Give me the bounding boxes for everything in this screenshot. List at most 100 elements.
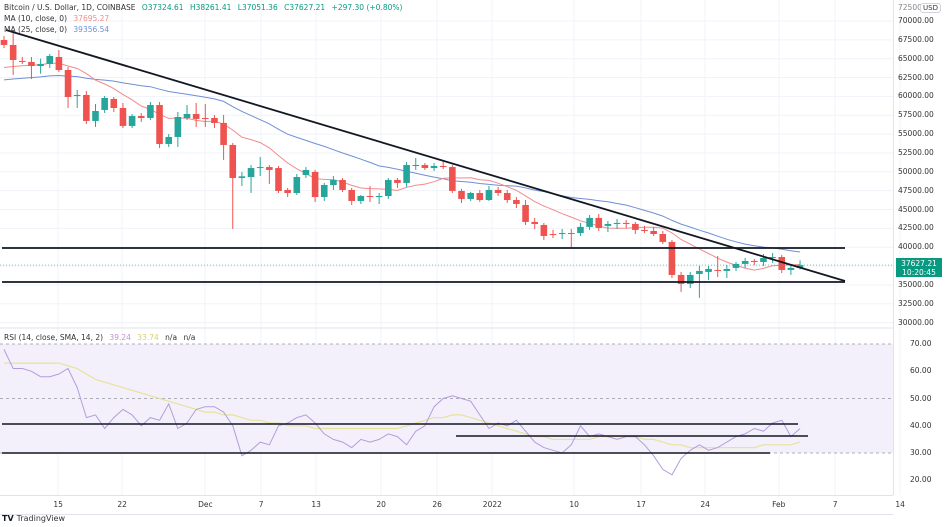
candle-body [37, 63, 44, 67]
candle-body [586, 217, 593, 227]
price-tick-label: 45000.00 [898, 204, 934, 214]
candle-body [357, 196, 365, 201]
ma25-line [3, 74, 801, 253]
time-tick-label: 22 [117, 500, 127, 509]
rsi-na-2: n/a [183, 333, 196, 342]
price-tick-label: 62500.00 [898, 72, 934, 82]
candle-body [778, 257, 786, 270]
candle-body [458, 190, 465, 199]
candle-body [751, 260, 758, 262]
candle-body [92, 110, 99, 121]
candle-body [375, 196, 383, 198]
candle-body [796, 265, 804, 268]
brand-name: TradingView [16, 514, 65, 523]
time-tick-label: 7 [832, 500, 838, 509]
candle-body [732, 263, 740, 268]
rsi-sma-line [4, 362, 801, 449]
ohlc-close: C37627.21 [284, 3, 326, 12]
rsi-tick-label: 30.00 [910, 448, 932, 457]
candle-body [0, 40, 8, 45]
rsi-line [3, 349, 801, 476]
time-tick-label: 14 [895, 500, 905, 509]
candle-body [293, 177, 301, 193]
candle-body [705, 268, 712, 272]
time-tick-label: 20 [376, 500, 386, 509]
candle-body [202, 117, 209, 119]
rsi-tick-label: 70.00 [910, 339, 932, 348]
candle-body [238, 176, 246, 178]
symbol-legend: Bitcoin / U.S. Dollar, 1D, COINBASE O373… [4, 3, 406, 13]
candle-body [302, 169, 310, 175]
candle-body [9, 44, 17, 60]
ma25-label: MA (25, close, 0) [4, 25, 68, 34]
time-tick-label: 15 [53, 500, 63, 509]
time-axis[interactable] [0, 495, 893, 515]
ma10-legend[interactable]: MA (10, close, 0) 37695.27 [4, 14, 113, 24]
footer-brand[interactable]: TV TradingView [2, 514, 65, 523]
candle-body [787, 267, 795, 270]
candle-body [101, 97, 108, 110]
candle-body [686, 274, 694, 284]
price-tick-label: 40000.00 [898, 242, 934, 252]
candle-body [137, 116, 145, 118]
ma25-value: 39356.54 [73, 25, 110, 34]
candle-body [348, 189, 355, 201]
candle-body [494, 189, 502, 193]
candle-body [522, 204, 529, 222]
last-price: 37627.21 [901, 259, 937, 268]
rsi-tick-label: 60.00 [910, 366, 932, 376]
candle-body [503, 192, 511, 200]
time-tick-label: 2022 [482, 500, 502, 509]
time-tick-label: Dec [198, 500, 213, 509]
price-tick-label: 57500.00 [898, 110, 934, 120]
price-axis[interactable] [893, 0, 950, 495]
price-tick-label: 60000.00 [898, 91, 934, 101]
time-tick-label: Feb [772, 500, 786, 509]
candle-body [412, 165, 420, 167]
candle-body [229, 144, 237, 178]
candle-body [366, 196, 374, 198]
candle-body [55, 56, 63, 71]
candle-body [595, 217, 603, 228]
rsi-sma-value: 33.74 [137, 333, 159, 342]
candle-body [476, 192, 484, 200]
candle-body [668, 241, 676, 275]
candle-body [119, 108, 127, 126]
price-tick-label: 32500.00 [898, 298, 934, 308]
candle-body [73, 94, 81, 97]
candle-body [275, 168, 282, 191]
candle-body [266, 167, 273, 170]
candle-body [650, 230, 657, 235]
candle-body [174, 116, 182, 137]
time-tick-label: 7 [258, 500, 264, 509]
rsi-value: 39.24 [109, 333, 131, 342]
candle-body [696, 270, 703, 274]
candle-body [760, 257, 767, 262]
time-tick-label: 17 [636, 500, 646, 509]
price-tick-label: 70000.00 [898, 16, 934, 25]
candle-body [211, 117, 218, 123]
candle-body [247, 168, 255, 178]
candle-body [147, 104, 154, 118]
candle-body [485, 189, 493, 200]
candle-body [568, 233, 575, 235]
candle-body [714, 269, 721, 271]
currency-badge[interactable]: USD [920, 3, 941, 13]
candle-body [449, 167, 456, 191]
tradingview-logo-icon: TV [2, 514, 14, 523]
rsi-legend[interactable]: RSI (14, close, SMA, 14, 2) 39.24 33.74 … [4, 333, 199, 343]
candle-body [339, 179, 346, 190]
candle-body [28, 62, 35, 67]
last-price-tag: 37627.21 10:20:45 [896, 258, 942, 277]
candle-body [439, 165, 447, 168]
price-tick-label: 35000.00 [898, 279, 934, 289]
ma25-legend[interactable]: MA (25, close, 0) 39356.54 [4, 25, 113, 35]
candle-body [394, 179, 401, 183]
candle-body [110, 98, 118, 109]
candle-body [659, 234, 667, 242]
candle-body [622, 222, 630, 224]
candle-body [156, 104, 163, 144]
trendline-resistance [5, 29, 846, 282]
candle-body [741, 260, 749, 264]
